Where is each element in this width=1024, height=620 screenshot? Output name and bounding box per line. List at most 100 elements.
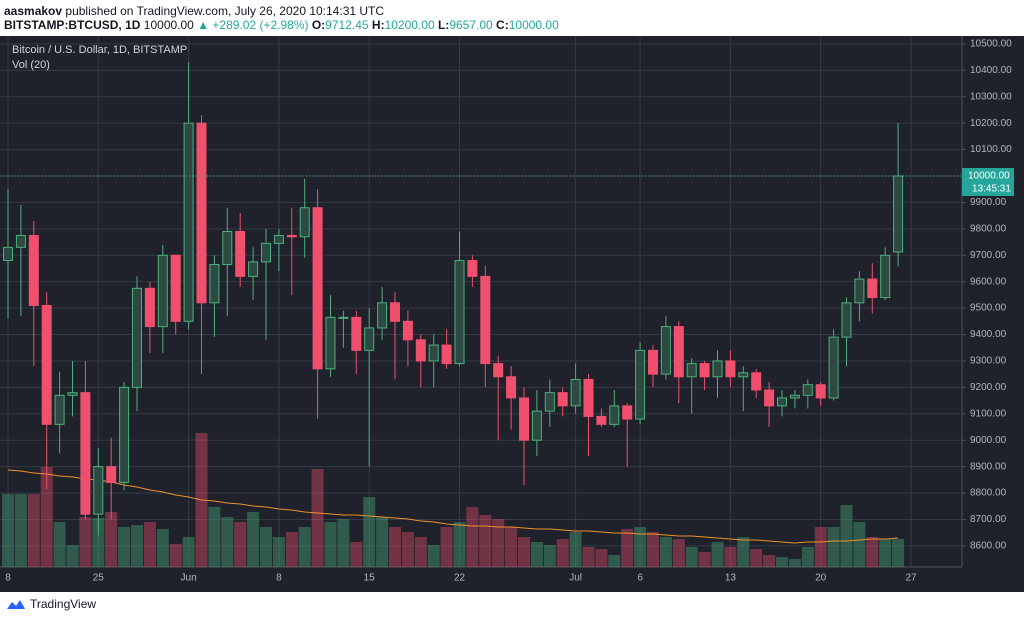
footer[interactable]: TradingView [6,597,96,611]
candle-body [209,264,220,304]
volume-bar [337,519,350,567]
y-tick-label: 8600.00 [970,541,1007,552]
volume-bar [105,512,118,567]
candle-body [519,397,529,441]
candle-body [880,254,891,299]
y-tick-label: 9900.00 [970,197,1007,208]
y-tick-label: 9200.00 [970,382,1007,393]
volume-bar [788,559,801,567]
countdown: 13:45:31 [972,184,1011,195]
y-tick-label: 9400.00 [970,329,1007,340]
candle-body [544,392,555,412]
candle-body [106,466,117,483]
candle-body [3,246,13,262]
y-tick-label: 10300.00 [970,91,1012,102]
volume-bar [389,527,401,567]
volume-bar [840,505,853,567]
volume-bar [221,517,234,567]
candle-body [144,287,155,328]
volume-bar [53,522,66,567]
candle-body [54,394,65,425]
candle-body [390,302,400,322]
y-tick-label: 9000.00 [970,435,1007,446]
x-tick-label: 22 [454,573,466,584]
volume-bar [711,542,724,567]
volume-bar [827,527,840,567]
volume-bar [879,539,892,567]
candle-body [312,207,323,370]
y-tick-label: 8900.00 [970,461,1007,472]
author[interactable]: aasmakov [4,4,63,18]
volume-bar [776,557,788,567]
volume-bar [737,537,750,567]
x-tick-label: Jun [181,573,197,584]
candle-body [725,360,736,378]
candle-body [338,316,349,319]
candle-body [273,234,284,244]
candle-body [299,207,310,238]
volume-bar [801,547,814,567]
x-tick-label: 8 [276,573,282,584]
volume-label: Vol (20) [12,59,50,71]
candle-body [80,392,91,515]
volume-bar [2,494,14,567]
last-price-label: 10000.00 [968,171,1010,182]
volume-bar [750,549,763,567]
y-tick-label: 9100.00 [970,408,1007,419]
candle-body [789,394,800,399]
x-tick-label: 25 [93,573,105,584]
c-key: C: [496,18,509,32]
volume-bar [466,507,479,567]
candle-body [467,260,478,277]
candle-body [841,302,852,338]
volume-bar [414,537,427,567]
candle-body [235,230,246,277]
volume-bar [582,547,595,567]
volume-bar [814,527,827,567]
volume-bar [169,544,182,567]
published: published on TradingView.com, July 26, 2… [65,4,385,18]
candle-body [67,392,78,396]
volume-bar [892,539,905,567]
candle-body [531,410,542,441]
candle-body [415,339,426,362]
last-price-box [962,168,1014,197]
candle-body [132,287,142,388]
volume-bar [66,545,79,567]
candle-body [222,230,233,266]
candle-body [815,384,826,399]
candle-body [764,389,775,407]
volume-bar [182,537,195,567]
volume-bar [79,517,92,567]
symbol: BITSTAMP:BTCUSD, 1D [4,18,141,32]
volume-bar [401,532,414,567]
candle-body [170,254,181,322]
x-tick-label: 8 [5,573,11,584]
y-tick-label: 10400.00 [970,65,1012,76]
volume-bar [724,547,737,567]
volume-bar [247,512,260,567]
candle-body [596,415,607,425]
volume-bar [14,494,27,567]
volume-bar [634,527,647,567]
candle-body [854,278,865,304]
volume-bar [853,522,866,567]
volume-bar [685,547,698,567]
l-value: 9657.00 [449,18,493,32]
o-value: 9712.45 [325,18,369,32]
candle-body [261,242,271,263]
candle-body [286,234,297,238]
volume-bar [659,537,672,567]
chart: 8600.00 8700.00 8800.00 8900.00 9000.00 9100.… [0,36,1024,592]
o-key: O: [311,18,326,32]
volume-bar [505,527,518,567]
y-tick-label: 10100.00 [970,144,1012,155]
x-tick-label: 20 [815,573,827,584]
x-tick-label: 15 [364,573,376,584]
volume-bar [131,525,143,567]
volume-bar [608,555,621,567]
candle-body [183,122,194,322]
volume-bar [298,527,311,567]
candle-body [364,327,375,351]
y-tick-label: 9500.00 [970,303,1007,314]
